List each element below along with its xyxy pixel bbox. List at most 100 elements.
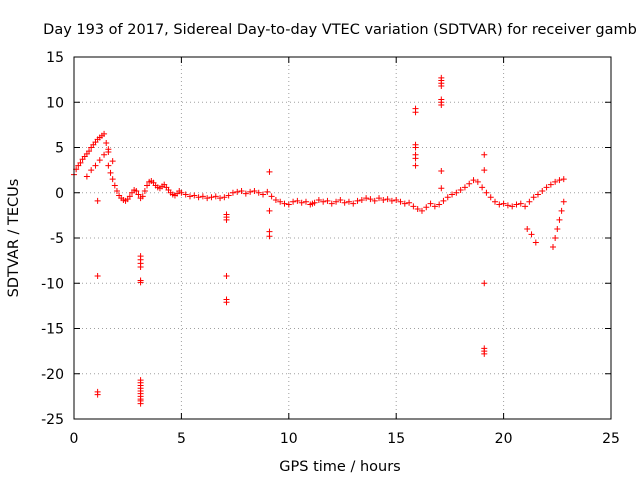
data-point [137, 279, 144, 286]
data-point [337, 196, 344, 203]
data-point [367, 196, 374, 203]
data-point [103, 139, 110, 146]
x-tick-label: 20 [495, 431, 513, 447]
data-point [268, 193, 275, 200]
data-point [324, 197, 331, 204]
data-point [195, 194, 202, 201]
data-point [418, 207, 425, 214]
data-point [251, 187, 258, 194]
data-point [204, 195, 211, 202]
data-point [513, 201, 520, 208]
data-point [113, 187, 120, 194]
data-point [109, 158, 116, 165]
data-point [414, 206, 421, 213]
data-point [534, 191, 541, 198]
data-point [384, 196, 391, 203]
data-point [474, 178, 481, 185]
data-point [186, 193, 193, 200]
data-point [277, 198, 284, 205]
data-point [461, 184, 468, 191]
data-point [376, 195, 383, 202]
data-point [94, 197, 101, 204]
data-point [208, 194, 215, 201]
data-point [556, 177, 563, 184]
data-point [294, 197, 301, 204]
data-point [438, 168, 445, 175]
data-point [388, 197, 395, 204]
data-point [92, 162, 99, 169]
data-point [223, 273, 230, 280]
x-tick-label: 15 [387, 431, 405, 447]
data-point [101, 151, 108, 158]
data-point [358, 196, 365, 203]
data-point [223, 299, 230, 306]
y-tick-label: 5 [55, 141, 64, 157]
data-point [199, 193, 206, 200]
data-point [560, 198, 567, 205]
data-point [410, 203, 417, 210]
data-point [406, 199, 413, 206]
data-point [266, 233, 273, 240]
data-point [94, 273, 101, 280]
y-tick-label: 15 [46, 50, 64, 66]
y-tick-label: 0 [55, 186, 64, 202]
data-point [266, 207, 273, 214]
y-axis-label: SDTVAR / TECUs [6, 179, 22, 298]
data-point [137, 400, 144, 407]
data-point [266, 168, 273, 175]
data-point [309, 200, 316, 207]
data-point [444, 194, 451, 201]
data-point [328, 200, 335, 207]
data-point [320, 198, 327, 205]
data-point [96, 157, 103, 164]
data-point [139, 193, 146, 200]
x-tick-label: 10 [280, 431, 298, 447]
data-point [350, 200, 357, 207]
data-point [229, 189, 236, 196]
data-point [547, 181, 554, 188]
data-point [144, 182, 151, 189]
data-point [487, 194, 494, 201]
data-point [554, 225, 561, 232]
data-point [479, 184, 486, 191]
data-point [509, 203, 516, 210]
x-tick-label: 0 [70, 431, 79, 447]
y-tick-label: -5 [50, 231, 64, 247]
data-point [371, 197, 378, 204]
data-point [401, 200, 408, 207]
data-point [412, 162, 419, 169]
data-point [393, 196, 400, 203]
data-point [302, 198, 309, 205]
data-point [111, 182, 118, 189]
data-point [481, 350, 488, 357]
data-point [436, 201, 443, 208]
data-point [133, 187, 140, 194]
data-point [238, 187, 245, 194]
data-point [440, 197, 447, 204]
data-point [397, 198, 404, 205]
data-points [71, 74, 567, 407]
data-point [412, 109, 419, 116]
data-point [77, 159, 84, 166]
data-point [191, 192, 198, 199]
data-point [522, 203, 529, 210]
x-tick-label: 5 [177, 431, 186, 447]
data-point [560, 176, 567, 183]
data-point [107, 169, 114, 176]
data-point [380, 196, 387, 203]
data-point [83, 173, 90, 180]
data-point [552, 178, 559, 185]
data-point [212, 193, 219, 200]
data-point [550, 244, 557, 251]
data-point [466, 180, 473, 187]
y-tick-label: -25 [41, 412, 64, 428]
data-point [137, 263, 144, 270]
grid-layer [74, 57, 611, 419]
chart-title: Day 193 of 2017, Sidereal Day-to-day VTE… [43, 22, 637, 38]
data-point [225, 192, 232, 199]
data-point [552, 235, 559, 241]
data-point [438, 101, 445, 108]
y-tick-label: -15 [41, 322, 64, 338]
y-tick-label: 10 [46, 95, 64, 111]
